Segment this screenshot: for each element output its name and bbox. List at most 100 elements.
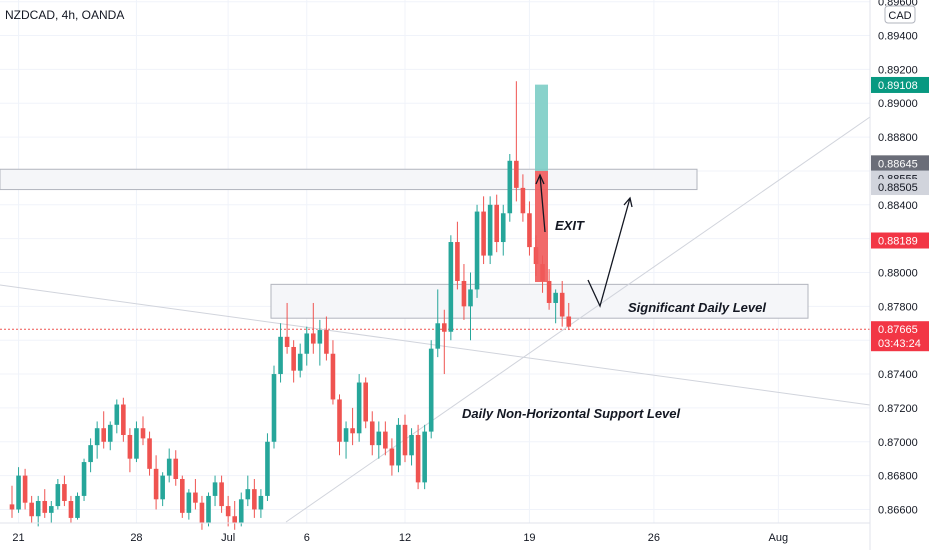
- candle: [284, 302, 290, 354]
- candle: [317, 319, 323, 366]
- candle: [311, 302, 316, 354]
- candle-body: [127, 434, 133, 459]
- candle: [363, 377, 368, 429]
- candle-body: [121, 404, 126, 435]
- trendline-layer: [0, 116, 871, 523]
- candle: [415, 424, 421, 490]
- time-tick-label: 28: [130, 532, 142, 544]
- candle: [396, 418, 401, 473]
- candle: [9, 485, 15, 518]
- take-profit-zone[interactable]: [535, 84, 548, 171]
- candle: [487, 196, 493, 265]
- candle-body: [369, 421, 375, 446]
- candle: [337, 394, 342, 456]
- candle-body: [494, 204, 499, 243]
- candle-body: [147, 438, 152, 469]
- candle-body: [114, 404, 120, 425]
- candle-body: [35, 500, 41, 517]
- candle-layer: [9, 81, 572, 530]
- candle-body: [193, 492, 198, 503]
- candle-body: [500, 213, 506, 243]
- price-badge: 0.88189: [871, 232, 929, 249]
- candle-body: [68, 500, 74, 518]
- candle-body: [29, 502, 34, 517]
- candle-body: [22, 475, 28, 503]
- candle-body: [566, 316, 572, 327]
- candle: [297, 343, 303, 378]
- candle: [304, 326, 310, 366]
- candle: [507, 154, 513, 222]
- candle: [62, 475, 67, 507]
- candle: [461, 264, 467, 320]
- position-layer: [535, 84, 548, 283]
- candle: [409, 428, 414, 466]
- candle-body: [42, 500, 48, 513]
- candle: [68, 495, 74, 523]
- candle: [49, 500, 54, 523]
- candle: [225, 495, 231, 527]
- candle: [291, 340, 296, 383]
- price-badge-label: 0.88189: [878, 236, 918, 248]
- candle-body: [212, 482, 218, 496]
- candle-body: [88, 445, 93, 463]
- candle-body: [160, 475, 165, 500]
- candle: [500, 204, 506, 256]
- candle-body: [481, 211, 486, 256]
- exit-arrow: [539, 174, 546, 233]
- candle-body: [389, 448, 395, 466]
- candle-body: [442, 323, 447, 332]
- stop-loss-zone[interactable]: [535, 170, 548, 283]
- price-tick-label: 0.88800: [878, 132, 918, 144]
- projection-arrow: [587, 197, 631, 308]
- price-zone: [270, 283, 809, 319]
- candle-body: [402, 424, 408, 456]
- candle-body: [62, 484, 67, 501]
- price-badge-bg: [871, 321, 929, 352]
- time-axis[interactable]: 21 28 Jul 6 12 19 26 Aug: [12, 532, 788, 544]
- price-badge-bg: [871, 232, 929, 249]
- candle-body: [337, 399, 342, 442]
- candle: [422, 424, 427, 490]
- candle: [22, 468, 28, 510]
- candle: [376, 421, 382, 459]
- candle-body: [468, 289, 473, 307]
- candle-body: [291, 346, 296, 371]
- candle: [199, 495, 205, 530]
- candle-body: [9, 504, 15, 510]
- candle-body: [520, 187, 526, 214]
- price-tick-label: 0.86800: [878, 471, 918, 483]
- candle-body: [317, 330, 323, 344]
- candle: [559, 280, 565, 327]
- candle-body: [252, 489, 257, 510]
- candle-body: [435, 323, 441, 349]
- currency-badge-label: CAD: [888, 10, 911, 22]
- candle: [389, 438, 395, 476]
- drawing-layer: [535, 173, 633, 308]
- candle-body: [16, 475, 21, 510]
- time-tick-label: 19: [523, 532, 535, 544]
- candle-body: [350, 428, 355, 434]
- candle-body: [559, 292, 565, 317]
- price-tick-label: 0.89000: [878, 98, 918, 110]
- candle-body: [297, 353, 303, 371]
- candle-body: [383, 431, 388, 449]
- candle: [428, 340, 434, 439]
- support-level-label: Daily Non-Horizontal Support Level: [462, 406, 681, 421]
- time-tick-label: 6: [304, 532, 310, 544]
- candle: [101, 411, 106, 449]
- candle: [527, 201, 532, 256]
- candle: [88, 438, 93, 473]
- candle: [238, 492, 244, 527]
- candle: [121, 397, 126, 442]
- currency-badge[interactable]: CAD: [884, 5, 916, 24]
- chart-title: NZDCAD, 4h, OANDA: [5, 8, 124, 22]
- support-trendline: [285, 116, 871, 523]
- candle: [81, 458, 87, 501]
- candle-body: [55, 484, 61, 507]
- candle-body: [409, 434, 414, 456]
- candle-body: [94, 428, 100, 446]
- candle: [435, 289, 441, 358]
- candle-body: [238, 499, 244, 523]
